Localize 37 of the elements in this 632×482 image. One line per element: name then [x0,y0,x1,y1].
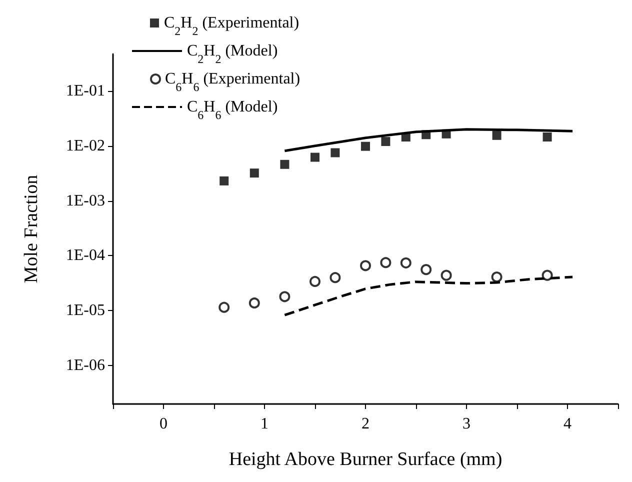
y-tick-label: 1E-04 [66,247,105,264]
point [250,168,259,178]
point [381,137,390,146]
point [400,257,412,268]
y-tick-label: 1E-01 [66,82,105,100]
y-tick-label: 1E-06 [66,357,105,374]
x-tick-label: 3 [462,416,470,432]
point [218,302,230,313]
point [330,148,340,158]
point [310,152,320,162]
y-tick-label: 1E-05 [66,302,105,320]
point [279,291,290,302]
point [220,176,229,186]
x-tick-label: 1 [260,416,268,432]
point [492,130,502,140]
point [360,260,371,272]
line-series [283,128,574,152]
point [442,129,451,138]
point [422,130,431,140]
y-tick-label: 1E-02 [66,137,105,154]
point [542,270,553,281]
x-axis-title: Height Above Burner Surface (mm) [228,449,502,470]
point [440,270,452,281]
point [420,264,432,276]
point [542,132,552,142]
point [330,272,341,284]
y-axis-title: Mole Fraction [21,174,42,284]
x-tick-label: 0 [160,416,168,432]
point [310,276,320,287]
point [361,142,370,151]
x-tick-label: 2 [362,416,370,432]
point [280,160,290,169]
point [491,272,502,282]
point [248,297,260,308]
point [380,257,392,268]
y-tick-label: 1E-03 [66,192,105,210]
x-tick-label: 4 [564,416,572,432]
